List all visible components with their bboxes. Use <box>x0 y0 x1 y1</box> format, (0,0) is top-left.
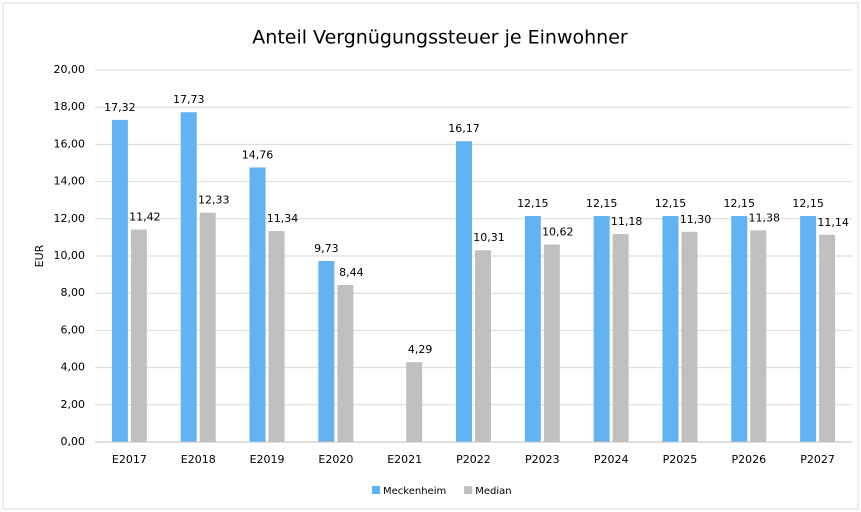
value-label: 11,18 <box>611 215 643 228</box>
y-tick-label: 16,00 <box>54 137 86 150</box>
bar <box>800 216 817 442</box>
value-label: 12,15 <box>724 197 756 210</box>
value-label: 4,29 <box>408 343 433 356</box>
y-tick-label: 8,00 <box>61 286 86 299</box>
x-tick-label: P2024 <box>594 453 629 466</box>
value-label: 11,34 <box>267 212 299 225</box>
bar <box>111 119 128 443</box>
value-label: 10,31 <box>473 231 505 244</box>
bar <box>612 234 629 442</box>
x-tick-label: P2022 <box>456 453 491 466</box>
x-tick-label: P2026 <box>731 453 766 466</box>
value-label: 11,38 <box>749 211 781 224</box>
y-tick-label: 10,00 <box>54 249 86 262</box>
bar <box>456 141 472 442</box>
y-tick-label: 0,00 <box>61 435 86 448</box>
bar <box>524 216 541 442</box>
y-tick-label: 20,00 <box>54 63 86 76</box>
legend-swatch <box>464 486 473 494</box>
bar <box>318 261 335 442</box>
bar <box>819 234 836 442</box>
y-axis-label: EUR <box>33 244 46 267</box>
bar <box>681 231 698 442</box>
bar <box>406 362 423 442</box>
y-tick-label: 14,00 <box>54 175 86 188</box>
x-tick-label: E2018 <box>181 453 216 466</box>
y-tick-label: 6,00 <box>61 323 86 336</box>
x-tick-label: P2025 <box>663 453 698 466</box>
bar <box>543 244 560 442</box>
bar <box>475 250 491 442</box>
bar <box>268 231 285 442</box>
value-label: 11,42 <box>129 211 161 224</box>
value-label: 16,17 <box>448 122 480 135</box>
legend-label: Meckenheim <box>383 486 446 497</box>
value-label: 11,14 <box>817 216 849 229</box>
y-tick-label: 2,00 <box>61 398 86 411</box>
value-label: 12,15 <box>792 197 824 210</box>
bar <box>130 229 147 442</box>
value-label: 14,76 <box>242 148 274 161</box>
x-tick-label: E2019 <box>250 453 285 466</box>
value-label: 12,15 <box>586 197 618 210</box>
bar <box>337 285 354 442</box>
value-label: 11,30 <box>680 213 712 226</box>
bar <box>180 112 197 443</box>
value-label: 8,44 <box>339 266 364 279</box>
bar <box>662 216 679 442</box>
bar <box>731 216 748 442</box>
value-label: 12,33 <box>198 194 230 207</box>
x-tick-label: E2020 <box>318 453 353 466</box>
x-tick-label: P2023 <box>525 453 560 466</box>
bar <box>593 216 610 442</box>
value-label: 17,32 <box>104 101 136 114</box>
legend-label: Median <box>475 486 511 497</box>
x-tick-label: E2021 <box>387 453 422 466</box>
bar <box>750 230 767 442</box>
chart-title: Anteil Vergnügungssteuer je Einwohner <box>252 27 628 49</box>
value-label: 17,73 <box>173 93 205 106</box>
legend-swatch <box>372 486 380 494</box>
y-tick-label: 4,00 <box>61 361 86 374</box>
y-tick-label: 12,00 <box>54 212 86 225</box>
value-label: 10,62 <box>542 225 574 238</box>
x-tick-label: E2017 <box>112 453 147 466</box>
bar <box>249 167 266 443</box>
y-tick-label: 18,00 <box>54 100 86 113</box>
bar <box>199 212 216 442</box>
value-label: 9,73 <box>314 242 339 255</box>
value-label: 12,15 <box>655 197 687 210</box>
x-tick-label: P2027 <box>800 453 835 466</box>
value-label: 12,15 <box>517 197 549 210</box>
